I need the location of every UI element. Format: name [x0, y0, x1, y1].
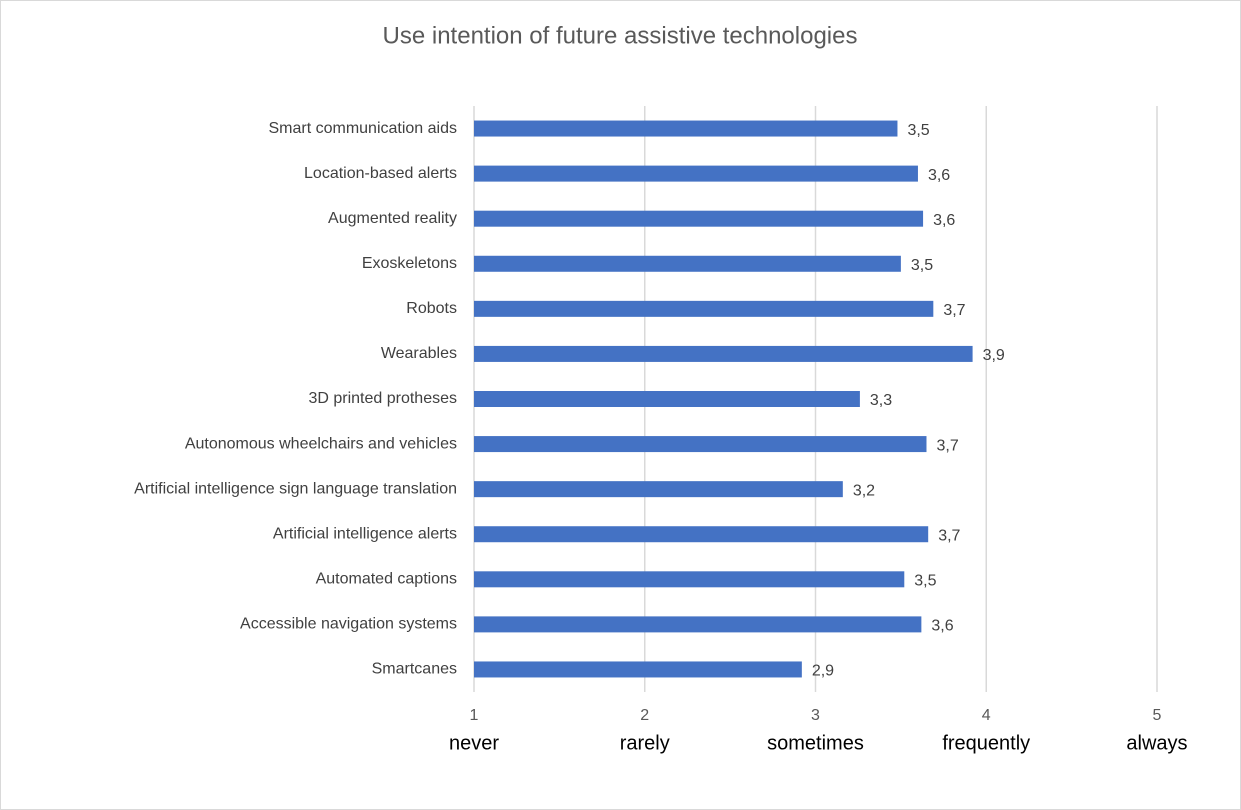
bar	[474, 436, 927, 453]
bar	[474, 526, 929, 543]
x-tick-label: 1	[470, 707, 479, 724]
y-tick-label: Artificial intelligence alerts	[273, 525, 457, 542]
bar	[474, 391, 860, 407]
chart-title: Use intention of future assistive techno…	[383, 22, 858, 49]
y-tick-label: Augmented reality	[328, 210, 457, 227]
bar	[474, 345, 973, 362]
value-label: 3,6	[931, 618, 953, 635]
bar	[474, 300, 934, 317]
value-label: 3,7	[943, 302, 965, 319]
value-label: 3,9	[983, 347, 1005, 364]
value-label: 3,5	[914, 573, 936, 590]
scale-label: sometimes	[767, 732, 864, 754]
y-tick-label: 3D printed protheses	[308, 390, 457, 407]
x-tick-label: 4	[982, 707, 991, 724]
scale-label: rarely	[620, 732, 670, 754]
y-tick-label: Autonomous wheelchairs and vehicles	[185, 435, 457, 452]
bar	[474, 616, 922, 633]
scale-label: always	[1126, 732, 1187, 754]
y-tick-label: Robots	[406, 300, 457, 317]
bar	[474, 120, 898, 137]
y-tick-label: Automated captions	[316, 571, 457, 588]
y-tick-label: Smartcanes	[372, 661, 457, 678]
value-label: 3,7	[938, 527, 960, 544]
bar	[474, 661, 802, 678]
bar	[474, 255, 901, 272]
scale-label: frequently	[942, 732, 1030, 754]
y-tick-label: Location-based alerts	[304, 165, 457, 182]
value-label: 3,2	[853, 482, 875, 499]
value-label: 3,6	[933, 212, 955, 229]
y-tick-label: Exoskeletons	[362, 255, 457, 272]
bar	[474, 571, 905, 588]
value-label: 3,6	[928, 167, 950, 184]
bar	[474, 210, 924, 227]
value-label: 2,9	[812, 663, 834, 680]
value-label: 3,7	[936, 437, 958, 454]
y-tick-label: Artificial intelligence sign language tr…	[134, 480, 457, 497]
scale-label: never	[449, 732, 499, 754]
y-tick-label: Smart communication aids	[268, 120, 457, 137]
x-tick-label: 2	[640, 707, 649, 724]
y-tick-label: Accessible navigation systems	[240, 616, 457, 633]
bar	[474, 481, 843, 498]
x-tick-label: 5	[1153, 707, 1162, 724]
y-tick-label: Wearables	[381, 345, 457, 362]
value-label: 3,5	[907, 122, 929, 139]
value-label: 3,5	[911, 257, 933, 274]
x-tick-label: 3	[811, 707, 820, 724]
bar	[474, 165, 918, 182]
value-label: 3,3	[870, 392, 892, 409]
